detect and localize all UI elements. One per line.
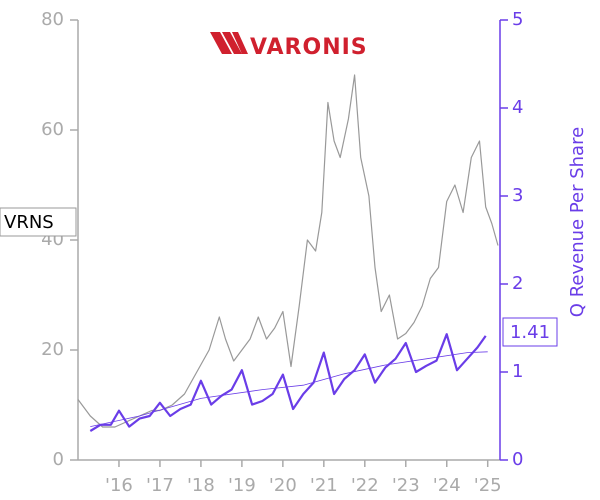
x-tick-label: '21 — [310, 475, 338, 496]
y2-axis-title: Q Revenue Per Share — [567, 127, 588, 317]
x-tick-label: '20 — [269, 475, 297, 496]
y-tick-label: 80 — [41, 9, 64, 30]
x-tick-label: '23 — [392, 475, 420, 496]
logo: VARONIS — [210, 32, 368, 60]
y2-tick-label: 5 — [512, 9, 523, 30]
x-tick-label: '17 — [146, 475, 174, 496]
value-label: 1.41 — [510, 322, 550, 343]
y2-tick-label: 4 — [512, 97, 523, 118]
logo-mark — [210, 32, 248, 54]
x-tick-label: '16 — [105, 475, 133, 496]
series-line — [77, 74, 499, 428]
x-tick-label: '19 — [228, 475, 256, 496]
series-name-frame — [0, 207, 77, 237]
y2-tick-label: 3 — [512, 185, 523, 206]
y-tick-label: 60 — [41, 119, 64, 140]
logo-text: VARONIS — [250, 35, 368, 60]
y2-tick-label: 2 — [512, 273, 523, 294]
value-label-box: 1.41 — [502, 317, 558, 347]
y-tick-label: 0 — [53, 449, 64, 470]
y2-tick-label: 0 — [512, 449, 523, 470]
x-tick-label: '25 — [474, 475, 502, 496]
y-tick-label: 20 — [41, 339, 64, 360]
series-line — [90, 351, 488, 427]
y2-tick-label: 1 — [512, 361, 523, 382]
x-tick-label: '18 — [187, 475, 215, 496]
series-name-box: VRNS — [0, 207, 77, 237]
x-tick-label: '22 — [351, 475, 379, 496]
series-line — [89, 333, 487, 432]
series-name: VRNS — [4, 212, 54, 233]
x-tick-label: '24 — [433, 475, 461, 496]
value-label-frame — [502, 317, 558, 347]
